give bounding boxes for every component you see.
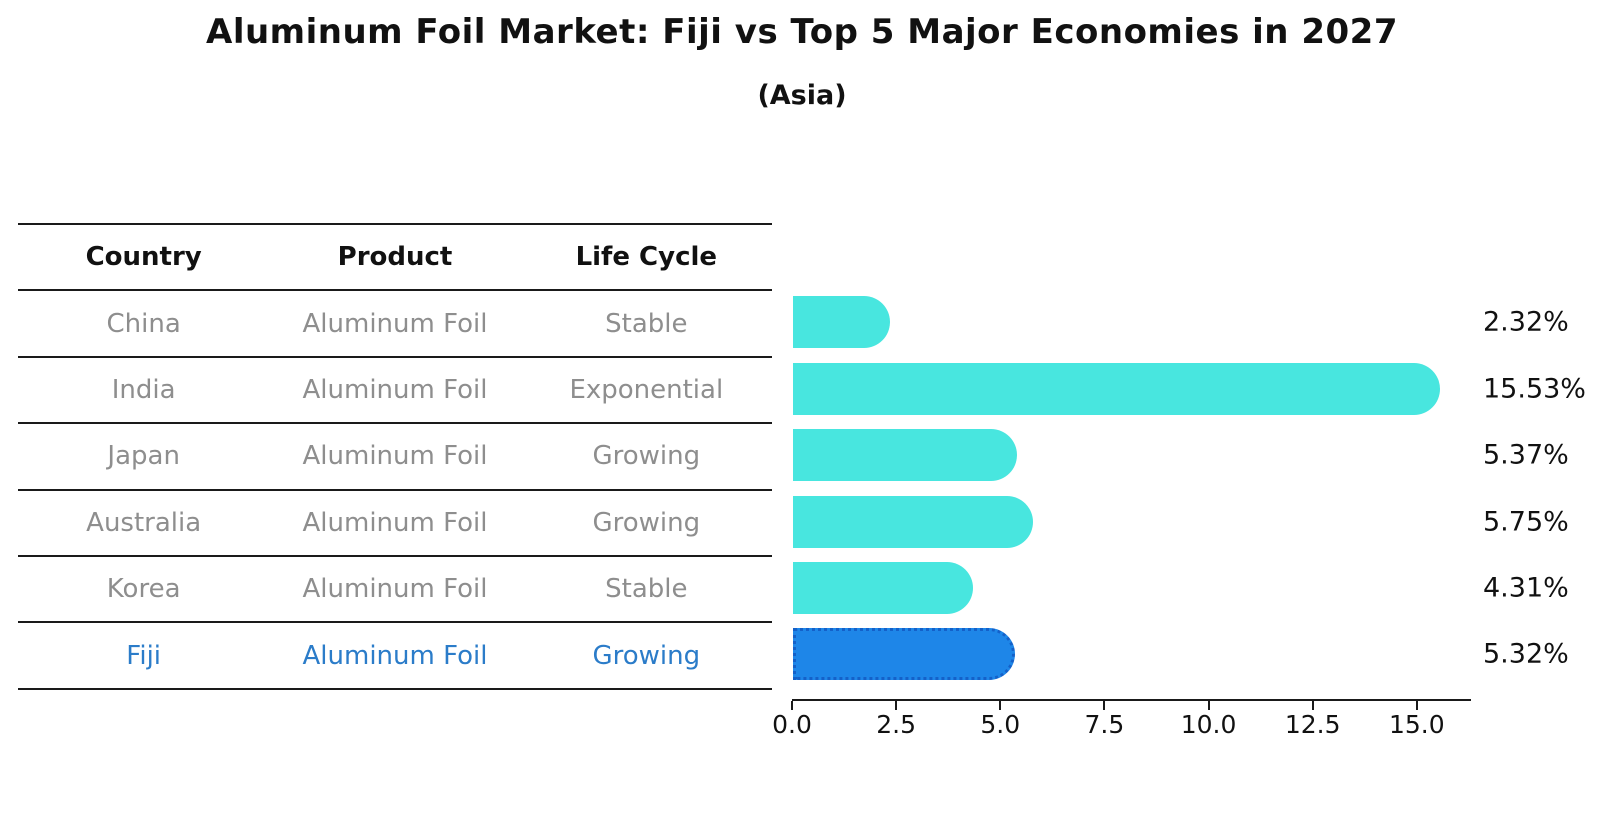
cell-life-cycle: Growing	[592, 640, 701, 671]
cell-product: Aluminum Foil	[302, 574, 488, 605]
x-axis-tick	[1311, 701, 1314, 710]
cell-country: Australia	[86, 507, 202, 538]
bar-japan	[793, 429, 1017, 482]
table-header-row: Country Product Life Cycle	[18, 223, 772, 292]
cell-country: China	[106, 308, 181, 339]
bar-value-label-fiji: 5.32%	[1483, 638, 1569, 670]
bar-value-label-japan: 5.37%	[1483, 439, 1569, 471]
country-table: Country Product Life Cycle China Aluminum…	[18, 223, 772, 690]
cell-life-cycle: Growing	[592, 507, 701, 538]
x-axis-tick	[895, 701, 898, 710]
chart-subtitle: (Asia)	[757, 80, 847, 111]
cell-life-cycle: Stable	[605, 574, 688, 605]
x-axis-tick	[1415, 701, 1418, 710]
table-row-korea: Korea Aluminum Foil Stable	[18, 557, 772, 624]
x-axis-tick	[1103, 701, 1106, 710]
cell-country: India	[111, 374, 176, 405]
bar-fiji	[793, 628, 1015, 681]
column-header-country: Country	[85, 242, 202, 273]
x-axis-tick	[791, 701, 793, 710]
x-axis-line	[792, 699, 1471, 701]
bar-value-label-india: 15.53%	[1483, 373, 1586, 405]
bar-korea	[793, 562, 973, 614]
table-row-fiji: Fiji Aluminum Foil Growing	[18, 623, 772, 690]
x-axis-tick-label: 12.5	[1284, 710, 1341, 739]
cell-life-cycle: Stable	[605, 308, 688, 339]
cell-life-cycle: Exponential	[569, 374, 724, 405]
column-header-lifecycle: Life Cycle	[575, 242, 718, 273]
x-axis-tick-label: 2.5	[876, 710, 917, 739]
table-row-china: China Aluminum Foil Stable	[18, 291, 772, 358]
table-row-india: India Aluminum Foil Exponential	[18, 358, 772, 425]
bar-australia	[793, 495, 1033, 548]
cell-life-cycle: Growing	[592, 441, 701, 472]
table-row-australia: Australia Aluminum Foil Growing	[18, 491, 772, 557]
table-body: China Aluminum Foil Stable India Aluminum Fo…	[18, 291, 772, 690]
x-axis-tick-label: 10.0	[1180, 710, 1237, 739]
chart-title: Aluminum Foil Market: Fiji vs Top 5 Majo…	[206, 12, 1398, 52]
bar-china	[793, 296, 890, 349]
x-axis-tick-label: 7.5	[1084, 710, 1125, 739]
bar-value-label-korea: 4.31%	[1483, 572, 1569, 604]
cell-product: Aluminum Foil	[302, 374, 488, 405]
cell-country: Japan	[107, 441, 180, 472]
column-header-product: Product	[337, 242, 453, 273]
x-axis-tick	[999, 701, 1002, 710]
cell-product: Aluminum Foil	[302, 441, 488, 472]
bar-india	[793, 362, 1440, 415]
cell-country: Korea	[106, 574, 181, 605]
x-axis-tick-label: 5.0	[980, 710, 1021, 739]
cell-product: Aluminum Foil	[302, 640, 488, 671]
x-axis-tick-label: 0.0	[772, 710, 812, 739]
bar-value-label-china: 2.32%	[1483, 306, 1569, 338]
cell-product: Aluminum Foil	[302, 308, 488, 339]
bar-value-label-australia: 5.75%	[1483, 506, 1569, 538]
x-axis-tick-label: 15.0	[1389, 710, 1445, 739]
cell-country: Fiji	[126, 640, 162, 671]
cell-product: Aluminum Foil	[302, 507, 488, 538]
x-axis-tick	[1207, 701, 1210, 710]
table-row-japan: Japan Aluminum Foil Growing	[18, 424, 772, 491]
